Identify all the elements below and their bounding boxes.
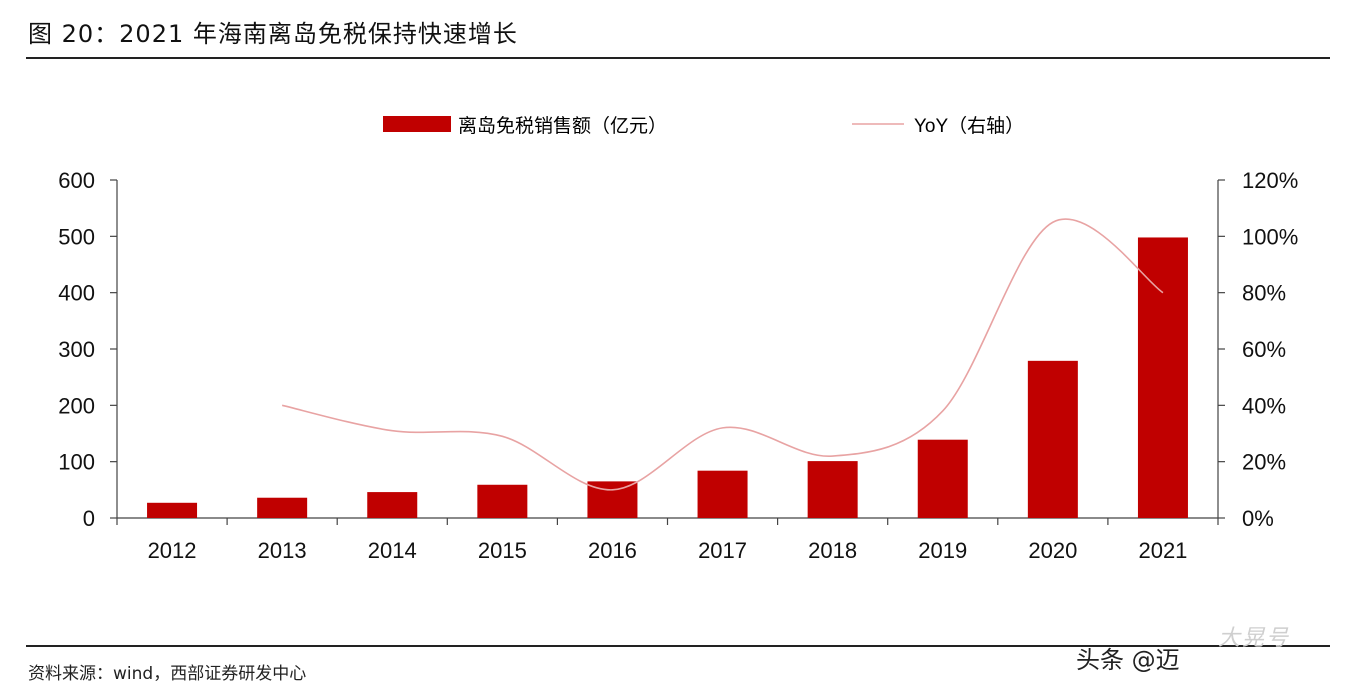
bar: [477, 484, 528, 518]
source-note: 资料来源：wind，西部证券研发中心: [28, 664, 307, 684]
x-tick-label: 2014: [368, 538, 417, 563]
watermark-overlay: 大晃号: [1218, 626, 1291, 651]
y-tick-label-right: 20%: [1242, 450, 1286, 475]
legend-swatch-bar: [383, 116, 451, 132]
yoy-line: [281, 218, 1164, 491]
y-tick-label-right: 40%: [1242, 393, 1286, 418]
y-tick-label-left: 500: [58, 224, 95, 249]
legend-label-bar: 离岛免税销售额（亿元）: [458, 115, 667, 137]
x-tick-label: 2016: [588, 538, 637, 563]
y-tick-label-left: 300: [58, 337, 95, 362]
bar: [1027, 360, 1078, 518]
x-tick-label: 2020: [1028, 538, 1077, 563]
bar: [257, 497, 308, 518]
footer-rule: [26, 645, 1330, 647]
yoy-line-series: [281, 218, 1164, 491]
x-tick-label: 2019: [918, 538, 967, 563]
x-tick-label: 2015: [478, 538, 527, 563]
bar: [1137, 237, 1188, 518]
bar-series: [147, 237, 1188, 518]
x-tick-label: 2017: [698, 538, 747, 563]
axes: 0 100 200 300 400 500 600 0% 20% 40% 60% 80% 100% 120…: [58, 168, 1298, 563]
y-tick-label-left: 200: [58, 393, 95, 418]
y-tick-label-left: 0: [83, 506, 95, 531]
legend: 离岛免税销售额（亿元） YoY（右轴）: [383, 115, 1024, 137]
chart-title: 图 20：2021 年海南离岛免税保持快速增长: [28, 20, 518, 48]
bar: [697, 470, 748, 518]
x-tick-label: 2021: [1138, 538, 1187, 563]
y-tick-label-right: 60%: [1242, 337, 1286, 362]
y-tick-label-right: 100%: [1242, 224, 1298, 249]
x-tick-label: 2018: [808, 538, 857, 563]
legend-label-line: YoY（右轴）: [914, 115, 1024, 137]
y-tick-label-right: 0%: [1242, 506, 1274, 531]
bar: [917, 439, 968, 518]
bar: [807, 461, 858, 518]
bar: [367, 492, 418, 518]
x-tick-label: 2013: [258, 538, 307, 563]
y-tick-label-right: 120%: [1242, 168, 1298, 193]
y-tick-label-left: 600: [58, 168, 95, 193]
watermark: 头条 @迈: [1076, 646, 1180, 674]
y-tick-label-left: 100: [58, 450, 95, 475]
x-tick-label: 2012: [148, 538, 197, 563]
y-tick-label-right: 80%: [1242, 281, 1286, 306]
y-tick-label-left: 400: [58, 281, 95, 306]
bar: [147, 502, 198, 518]
title-rule: [26, 57, 1330, 59]
